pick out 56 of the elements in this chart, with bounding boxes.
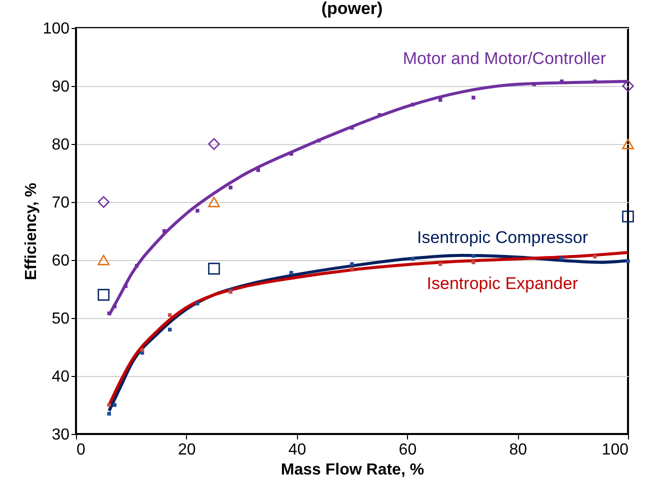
series-label: Motor and Motor/Controller [402, 49, 606, 68]
point [410, 102, 415, 106]
point [140, 348, 144, 352]
point [472, 260, 476, 264]
y-tick-label: 90 [52, 78, 70, 96]
series-label: Isentropic Expander [426, 274, 578, 293]
point [98, 288, 110, 301]
point [256, 168, 260, 172]
point [124, 284, 128, 288]
point [350, 266, 354, 271]
point [622, 138, 634, 150]
point [112, 304, 117, 308]
point [350, 126, 354, 130]
y-tick-label: 30 [52, 426, 70, 444]
y-tick-label: 80 [52, 136, 70, 154]
x-axis-title: Mass Flow Rate, % [280, 462, 424, 478]
x-tick-label: 80 [509, 442, 528, 458]
point [162, 229, 166, 233]
chart-title: (power) [321, 0, 383, 18]
y-axis-title: Efficiency, % [22, 182, 40, 280]
point [622, 210, 634, 222]
x-tick-label: 60 [398, 442, 417, 458]
x-tick-label: 100 [602, 442, 629, 458]
point [98, 254, 110, 266]
point [626, 259, 630, 264]
point [228, 186, 232, 190]
point [317, 138, 321, 142]
point [622, 80, 634, 92]
point [107, 403, 111, 407]
point [378, 113, 382, 117]
point [168, 313, 172, 317]
point [208, 196, 220, 208]
point [593, 254, 597, 258]
x-tick-label: 0 [76, 442, 86, 458]
series-label: Isentropic Compressor [416, 228, 588, 247]
point [438, 262, 442, 266]
point [107, 311, 111, 316]
point [112, 403, 117, 407]
point [350, 262, 354, 266]
y-tick-label: 40 [52, 368, 70, 386]
point [438, 98, 442, 102]
point [168, 328, 172, 332]
y-tick-label: 70 [52, 194, 70, 212]
y-tick-label: 50 [52, 310, 70, 328]
y-tick-label: 60 [52, 252, 70, 270]
x-tick-label: 40 [288, 442, 306, 458]
x-tick-label: 20 [178, 442, 196, 458]
point [472, 254, 476, 258]
y-tick-label: 100 [42, 20, 70, 38]
point [98, 196, 110, 208]
point [196, 302, 200, 306]
point [472, 96, 476, 100]
point [208, 138, 220, 150]
point [196, 208, 200, 213]
point [208, 262, 220, 275]
point [107, 412, 111, 416]
